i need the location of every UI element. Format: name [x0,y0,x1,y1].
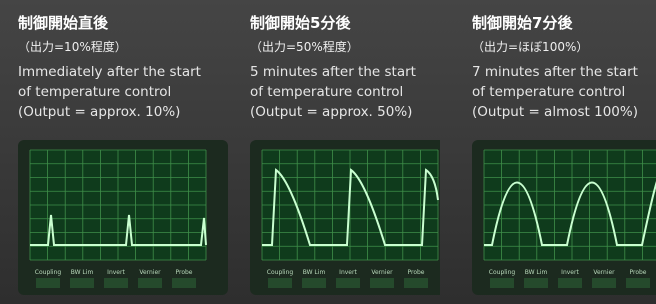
softkey [336,278,360,288]
oscilloscope: Coupling BW Lim Invert Vernier Probe [250,140,440,295]
softkey [268,278,292,288]
caption-line: (Output = approx. 50%) [250,104,412,120]
oscilloscope: Coupling BW Lim Invert Vernier Probe [18,140,228,295]
caption-line: Immediately after the start [18,64,201,80]
panel: 制御開始直後 （出力=10%程度） Immediately after the st… [18,0,238,304]
softkey [558,278,582,288]
softkey [490,278,514,288]
softkey-label: BW Lim [303,269,326,276]
softkey [592,278,616,288]
oscilloscope: Coupling BW Lim Invert Vernier Probe [472,140,656,295]
panel: 制御開始7分後 （出力=ほぼ100%） 7 minutes after the st… [472,0,656,304]
screenshot: 制御開始直後 （出力=10%程度） Immediately after the st… [0,0,656,304]
panel: 制御開始5分後 （出力=50%程度） 5 minutes after the sta… [250,0,470,304]
panel-subtitle: （出力=50%程度） [250,38,359,55]
caption-line: 7 minutes after the start [472,64,638,80]
softkey [404,278,428,288]
softkey-label: BW Lim [71,269,94,276]
softkey-label: Invert [339,269,357,276]
softkey [626,278,650,288]
softkey-label: BW Lim [525,269,548,276]
softkey [36,278,60,288]
caption-line: (Output = almost 100%) [472,104,638,120]
softkey-label: Coupling [35,269,62,276]
caption-line: of temperature control [472,84,625,100]
panel-title: 制御開始直後 [18,12,108,33]
softkey-label: Probe [629,269,646,276]
softkey-label: Probe [175,269,192,276]
softkey-label: Coupling [267,269,294,276]
caption-line: of temperature control [250,84,403,100]
softkey-label: Probe [407,269,424,276]
softkey-label: Invert [561,269,579,276]
softkey-label: Invert [107,269,125,276]
panel-subtitle: （出力=ほぼ100%） [472,38,588,55]
softkey [172,278,196,288]
caption-line: (Output = approx. 10%) [18,104,180,120]
panel-title: 制御開始7分後 [472,12,572,33]
caption-line: of temperature control [18,84,171,100]
softkey [104,278,128,288]
caption-line: 5 minutes after the start [250,64,416,80]
softkey-label: Vernier [139,269,161,276]
softkey [70,278,94,288]
softkey [370,278,394,288]
softkey-label: Vernier [593,269,615,276]
softkey-label: Coupling [489,269,516,276]
panel-subtitle: （出力=10%程度） [18,38,127,55]
panel-title: 制御開始5分後 [250,12,350,33]
softkey [138,278,162,288]
softkey [524,278,548,288]
softkey-label: Vernier [371,269,393,276]
softkey [302,278,326,288]
